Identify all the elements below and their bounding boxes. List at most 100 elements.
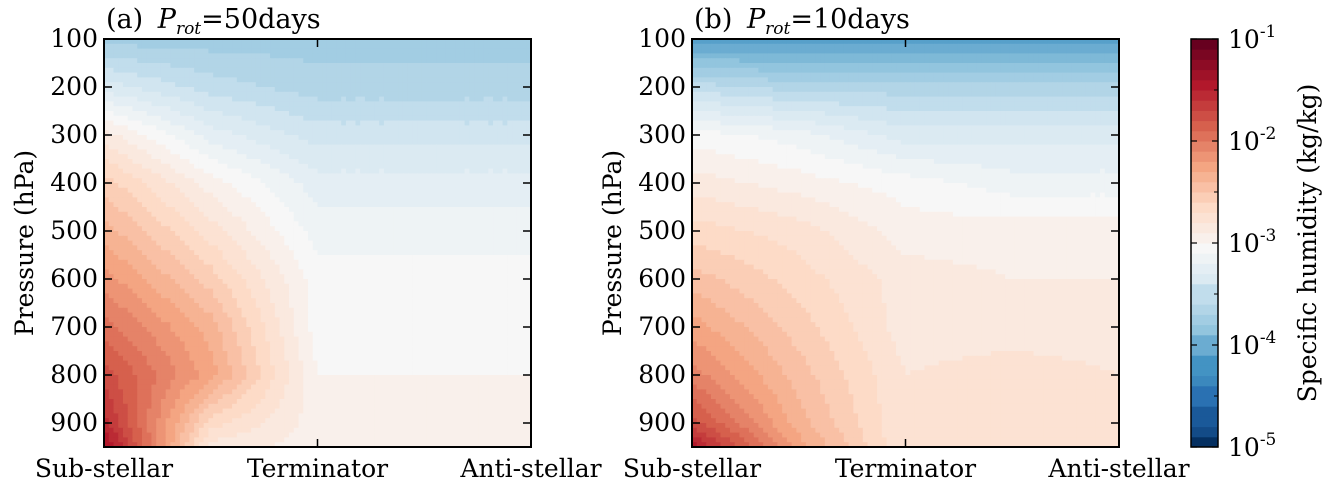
heat-cell [497, 149, 504, 155]
heat-cell [450, 53, 456, 59]
heat-cell [251, 173, 257, 179]
heat-cell [312, 106, 319, 112]
heat-cell [156, 183, 162, 189]
heat-cell [270, 283, 276, 290]
heat-cell [478, 115, 485, 122]
heat-cell [393, 58, 399, 64]
heat-cell [393, 96, 399, 102]
heat-cell [189, 111, 195, 117]
heat-cell [194, 178, 200, 184]
heat-cell [213, 240, 219, 246]
heat-cell [274, 115, 281, 122]
heat-cell [379, 192, 385, 198]
heat-cell [137, 274, 143, 280]
heat-cell [450, 178, 456, 184]
heat-cell [217, 87, 224, 93]
heat-cell [160, 144, 167, 150]
heat-cell [322, 154, 328, 160]
heat-cell [417, 63, 423, 69]
heat-cell [246, 211, 252, 218]
heat-cell [426, 293, 432, 299]
heat-cell [326, 63, 333, 69]
heat-cell [374, 192, 380, 198]
heat-cell [113, 82, 119, 88]
heat-cell [417, 149, 423, 155]
heat-cell [113, 197, 119, 203]
heat-cell [312, 72, 319, 78]
heat-cell [445, 255, 451, 261]
heat-cell [274, 197, 281, 203]
heat-cell [445, 221, 451, 227]
heat-cell [483, 43, 489, 50]
heat-cell [431, 187, 437, 194]
heat-cell [127, 211, 134, 218]
heat-cell [246, 250, 252, 256]
heat-cell [464, 120, 470, 126]
heat-cell [312, 221, 319, 227]
heat-cell [236, 125, 243, 131]
heat-cell [469, 264, 475, 270]
heat-cell [336, 173, 342, 179]
heat-cell [478, 96, 485, 102]
heat-cell [189, 58, 195, 64]
heat-cell [350, 120, 357, 126]
heat-cell [398, 139, 404, 146]
heat-cell [270, 303, 276, 309]
heat-cell [493, 58, 499, 64]
heat-cell [194, 259, 200, 266]
heat-cell [393, 125, 399, 131]
heat-cell [350, 173, 357, 179]
heat-cell [488, 72, 494, 78]
heat-cell [374, 183, 380, 189]
heat-cell [246, 130, 252, 136]
heat-cell [450, 283, 456, 290]
heat-cell [478, 139, 485, 146]
heat-cell [402, 283, 409, 290]
heat-cell [308, 178, 314, 184]
heat-cell [132, 197, 138, 203]
heat-cell [317, 269, 323, 275]
heat-cell [293, 183, 300, 189]
heat-cell [355, 259, 361, 266]
heat-cell [388, 130, 395, 136]
heat-cell [331, 226, 338, 232]
heat-cell [194, 82, 200, 88]
heat-cell [156, 120, 162, 126]
heat-cell [364, 274, 371, 280]
heat-cell [236, 72, 243, 78]
heat-cell [355, 67, 361, 74]
heat-cell [236, 96, 243, 102]
heat-cell [341, 187, 347, 194]
heat-cell [303, 231, 309, 237]
heat-cell [118, 96, 124, 102]
heat-cell [431, 63, 437, 69]
heat-cell [122, 72, 129, 78]
heat-cell [450, 192, 456, 198]
heat-cell [469, 221, 475, 227]
heat-cell [156, 168, 162, 174]
heat-cell [308, 293, 314, 299]
heat-cell [412, 245, 418, 251]
heat-cell [194, 235, 200, 242]
heat-cell [459, 111, 466, 117]
heat-cell [483, 82, 489, 88]
heat-cell [184, 43, 190, 50]
heat-cell [445, 288, 451, 294]
heat-cell [236, 48, 243, 54]
heat-cell [450, 106, 456, 112]
heat-cell [398, 250, 404, 256]
heat-cell [298, 111, 304, 117]
heat-cell [184, 274, 190, 280]
heat-cell [516, 67, 523, 74]
heat-cell [521, 183, 527, 189]
heat-cell [526, 279, 531, 285]
heat-cell [203, 264, 209, 270]
heat-cell [118, 173, 124, 179]
heat-cell [483, 178, 489, 184]
heat-cell [241, 77, 247, 83]
heat-cell [455, 67, 461, 74]
heat-cell [478, 67, 485, 74]
heat-cell [431, 221, 437, 227]
heat-cell [156, 288, 162, 294]
heat-cell [436, 178, 442, 184]
